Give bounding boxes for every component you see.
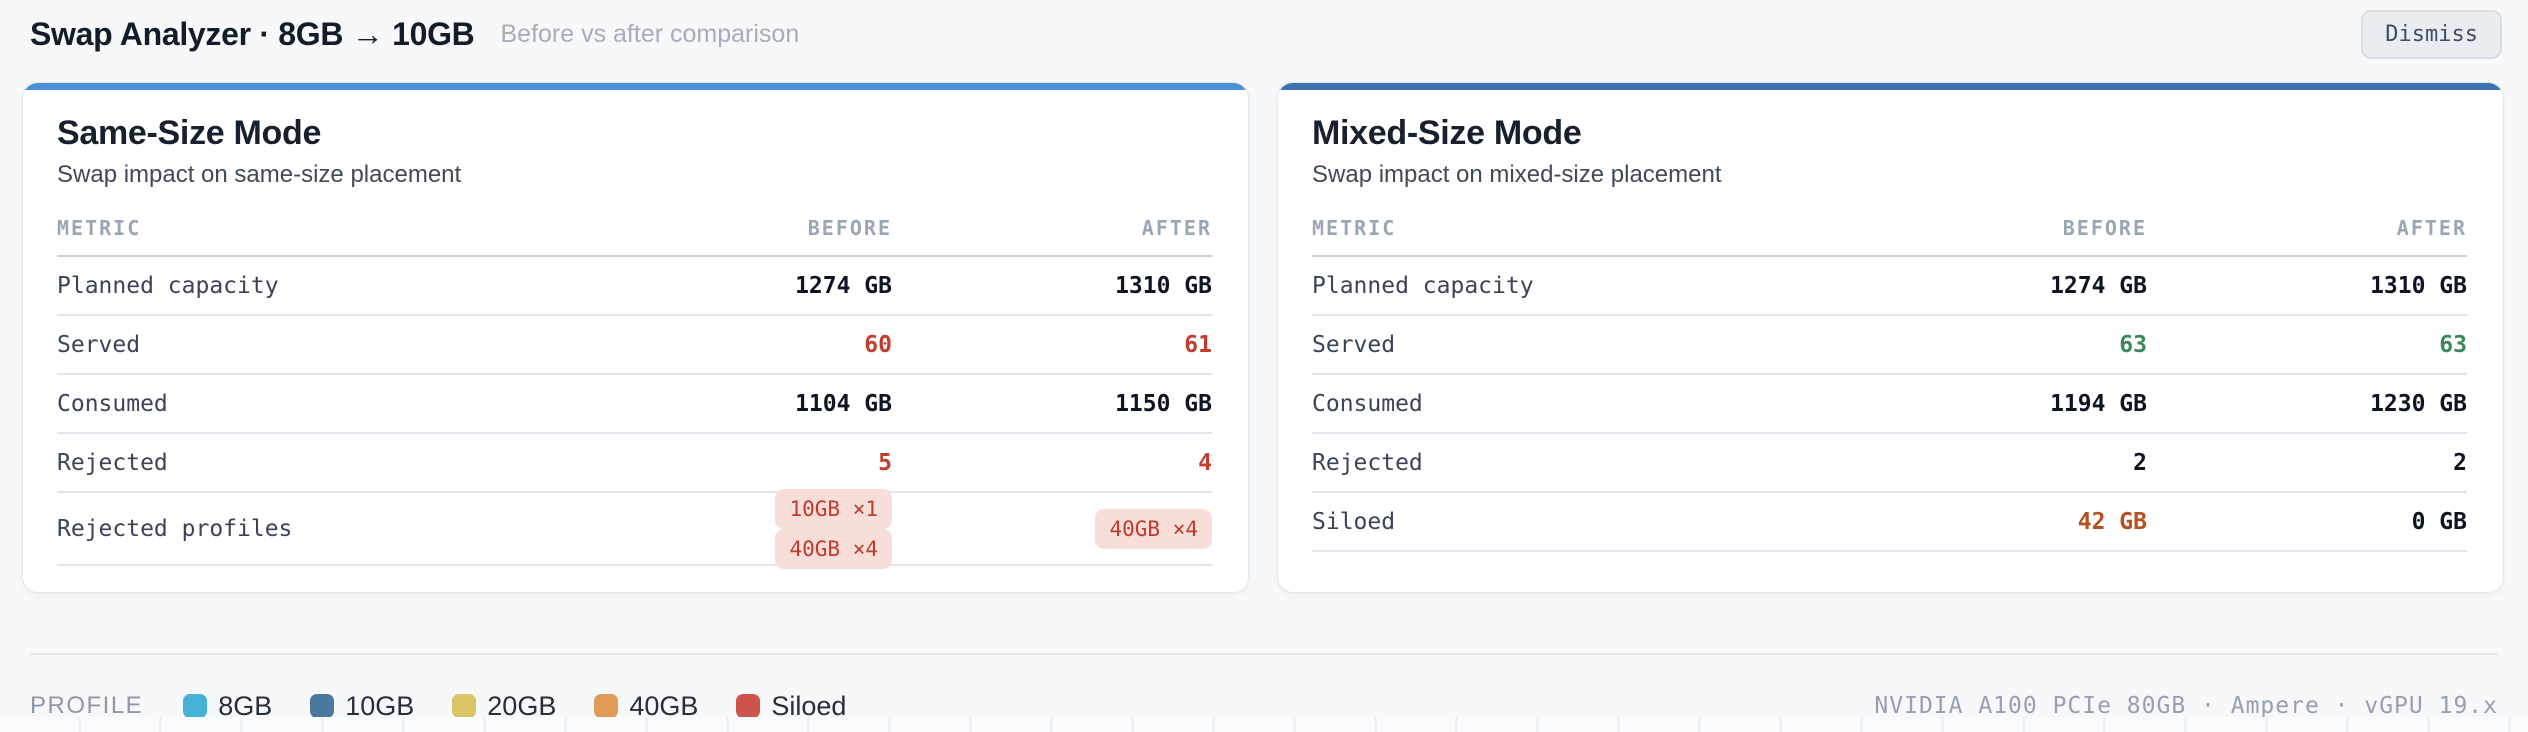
- metric-label: Planned capacity: [1312, 272, 1534, 299]
- table-header-row: METRIC BEFORE AFTER: [1312, 216, 2467, 257]
- metric-label: Consumed: [57, 390, 168, 417]
- table-row: Consumed 1194 GB 1230 GB: [1312, 375, 2467, 434]
- card-same-size-mode: Same-Size Mode Swap impact on same-size …: [22, 82, 1249, 593]
- metric-label: Served: [1312, 331, 1396, 358]
- legend-item: Siloed: [736, 691, 846, 722]
- legend-swatch: [452, 694, 477, 718]
- comparison-cards: Same-Size Mode Swap impact on same-size …: [22, 82, 2504, 593]
- gpu-info-text: NVIDIA A100 PCIe 80GB · Ampere · vGPU 19…: [1874, 693, 2498, 719]
- table-row: Planned capacity 1274 GB 1310 GB: [57, 257, 1212, 316]
- before-value-cell: 1274 GB: [795, 272, 892, 299]
- legend-swatch: [736, 694, 761, 718]
- legend-item: 8GB: [183, 691, 272, 722]
- footer-divider: [30, 653, 2498, 655]
- card-title: Same-Size Mode: [57, 114, 322, 152]
- metrics-table: METRIC BEFORE AFTER Planned capacity 1274…: [1312, 216, 2467, 552]
- after-value-cell: 4: [1198, 449, 1212, 476]
- after-value-cell: 0 GB: [2411, 508, 2467, 535]
- dismiss-button[interactable]: Dismiss: [2361, 9, 2502, 59]
- footer: PROFILE 8GB 10GB 20GB 40GB Siloed NVIDIA A10…: [30, 684, 2498, 728]
- card-mixed-size-mode: Mixed-Size Mode Swap impact on mixed-siz…: [1277, 82, 2504, 593]
- header: Swap Analyzer · 8GB → 10GB Before vs aft…: [30, 8, 2502, 60]
- before-value-cell: 60: [864, 331, 892, 358]
- card-accent-bar: [23, 83, 1248, 90]
- table-row: Planned capacity 1274 GB 1310 GB: [1312, 257, 2467, 316]
- card-title: Mixed-Size Mode: [1312, 114, 1582, 152]
- metric-label: Rejected profiles: [57, 515, 293, 542]
- table-rows: Planned capacity 1274 GB 1310 GB Served 60 61…: [57, 257, 1212, 569]
- card-accent-bar: [1278, 83, 2503, 90]
- profile-legend: PROFILE 8GB 10GB 20GB 40GB Siloed: [30, 691, 884, 722]
- profile-pill: 40GB ×4: [775, 528, 892, 569]
- card-body: Same-Size Mode Swap impact on same-size …: [23, 90, 1248, 569]
- after-value-cell: 1230 GB: [2370, 390, 2467, 417]
- legend-swatch: [310, 694, 335, 718]
- legend-label: 20GB: [487, 690, 557, 721]
- table-header-row: METRIC BEFORE AFTER: [57, 216, 1212, 257]
- after-value-cell: 40GB ×4: [892, 508, 1212, 549]
- column-header-before: BEFORE: [807, 216, 892, 240]
- after-value-cell: 1150 GB: [1115, 390, 1212, 417]
- column-header-after: AFTER: [2396, 216, 2467, 240]
- legend-label: 8GB: [218, 690, 273, 721]
- table-row: Siloed 42 GB 0 GB: [1312, 493, 2467, 552]
- metric-label: Planned capacity: [57, 272, 279, 299]
- page-title: Swap Analyzer · 8GB → 10GB: [30, 15, 475, 52]
- legend-swatch: [594, 694, 619, 718]
- card-subtitle: Swap impact on same-size placement: [57, 161, 462, 188]
- before-value-cell: 1274 GB: [2050, 272, 2147, 299]
- before-value-cell: 63: [2119, 331, 2147, 358]
- metric-label: Siloed: [1312, 508, 1396, 535]
- before-value-cell: 1194 GB: [2050, 390, 2147, 417]
- legend-title: PROFILE: [30, 692, 144, 719]
- legend-item: 40GB: [594, 691, 698, 722]
- table-row: Consumed 1104 GB 1150 GB: [57, 375, 1212, 434]
- table-row: Rejected profiles 10GB ×140GB ×4 40GB ×4: [57, 488, 1212, 569]
- column-header-metric: METRIC: [1312, 216, 1397, 240]
- before-value-cell: 1104 GB: [795, 390, 892, 417]
- profile-pill: 10GB ×1: [775, 488, 892, 529]
- metric-label: Rejected: [57, 449, 168, 476]
- card-subtitle: Swap impact on mixed-size placement: [1312, 161, 1722, 188]
- table-row: Rejected 5 4: [57, 434, 1212, 493]
- metrics-table: METRIC BEFORE AFTER Planned capacity 1274…: [57, 216, 1212, 569]
- metric-label: Rejected: [1312, 449, 1423, 476]
- legend-item: 10GB: [310, 691, 414, 722]
- metric-label: Served: [57, 331, 141, 358]
- after-value-cell: 1310 GB: [1115, 272, 1212, 299]
- column-header-metric: METRIC: [57, 216, 142, 240]
- before-value-cell: 5: [878, 449, 892, 476]
- card-body: Mixed-Size Mode Swap impact on mixed-siz…: [1278, 90, 2503, 552]
- legend-items: 8GB 10GB 20GB 40GB Siloed: [183, 691, 884, 722]
- after-value-cell: 1310 GB: [2370, 272, 2467, 299]
- after-value-cell: 61: [1184, 331, 1212, 358]
- legend-label: 10GB: [345, 690, 415, 721]
- after-value-cell: 2: [2453, 449, 2467, 476]
- profile-pill: 40GB ×4: [1095, 508, 1212, 549]
- before-value-cell: 42 GB: [2077, 508, 2147, 535]
- table-row: Served 63 63: [1312, 316, 2467, 375]
- table-row: Rejected 2 2: [1312, 434, 2467, 493]
- legend-item: 20GB: [452, 691, 556, 722]
- before-value-cell: 2: [2133, 449, 2147, 476]
- before-value-cell: 10GB ×140GB ×4: [662, 488, 892, 569]
- metric-label: Consumed: [1312, 390, 1423, 417]
- background-grid-strip: [0, 717, 2528, 732]
- table-row: Served 60 61: [57, 316, 1212, 375]
- legend-label: 40GB: [629, 690, 699, 721]
- after-value-cell: 63: [2439, 331, 2467, 358]
- table-rows: Planned capacity 1274 GB 1310 GB Served 63 63…: [1312, 257, 2467, 552]
- page-subtitle: Before vs after comparison: [500, 19, 800, 48]
- column-header-after: AFTER: [1141, 216, 1212, 240]
- legend-swatch: [183, 694, 208, 718]
- column-header-before: BEFORE: [2062, 216, 2147, 240]
- legend-label: Siloed: [771, 690, 847, 721]
